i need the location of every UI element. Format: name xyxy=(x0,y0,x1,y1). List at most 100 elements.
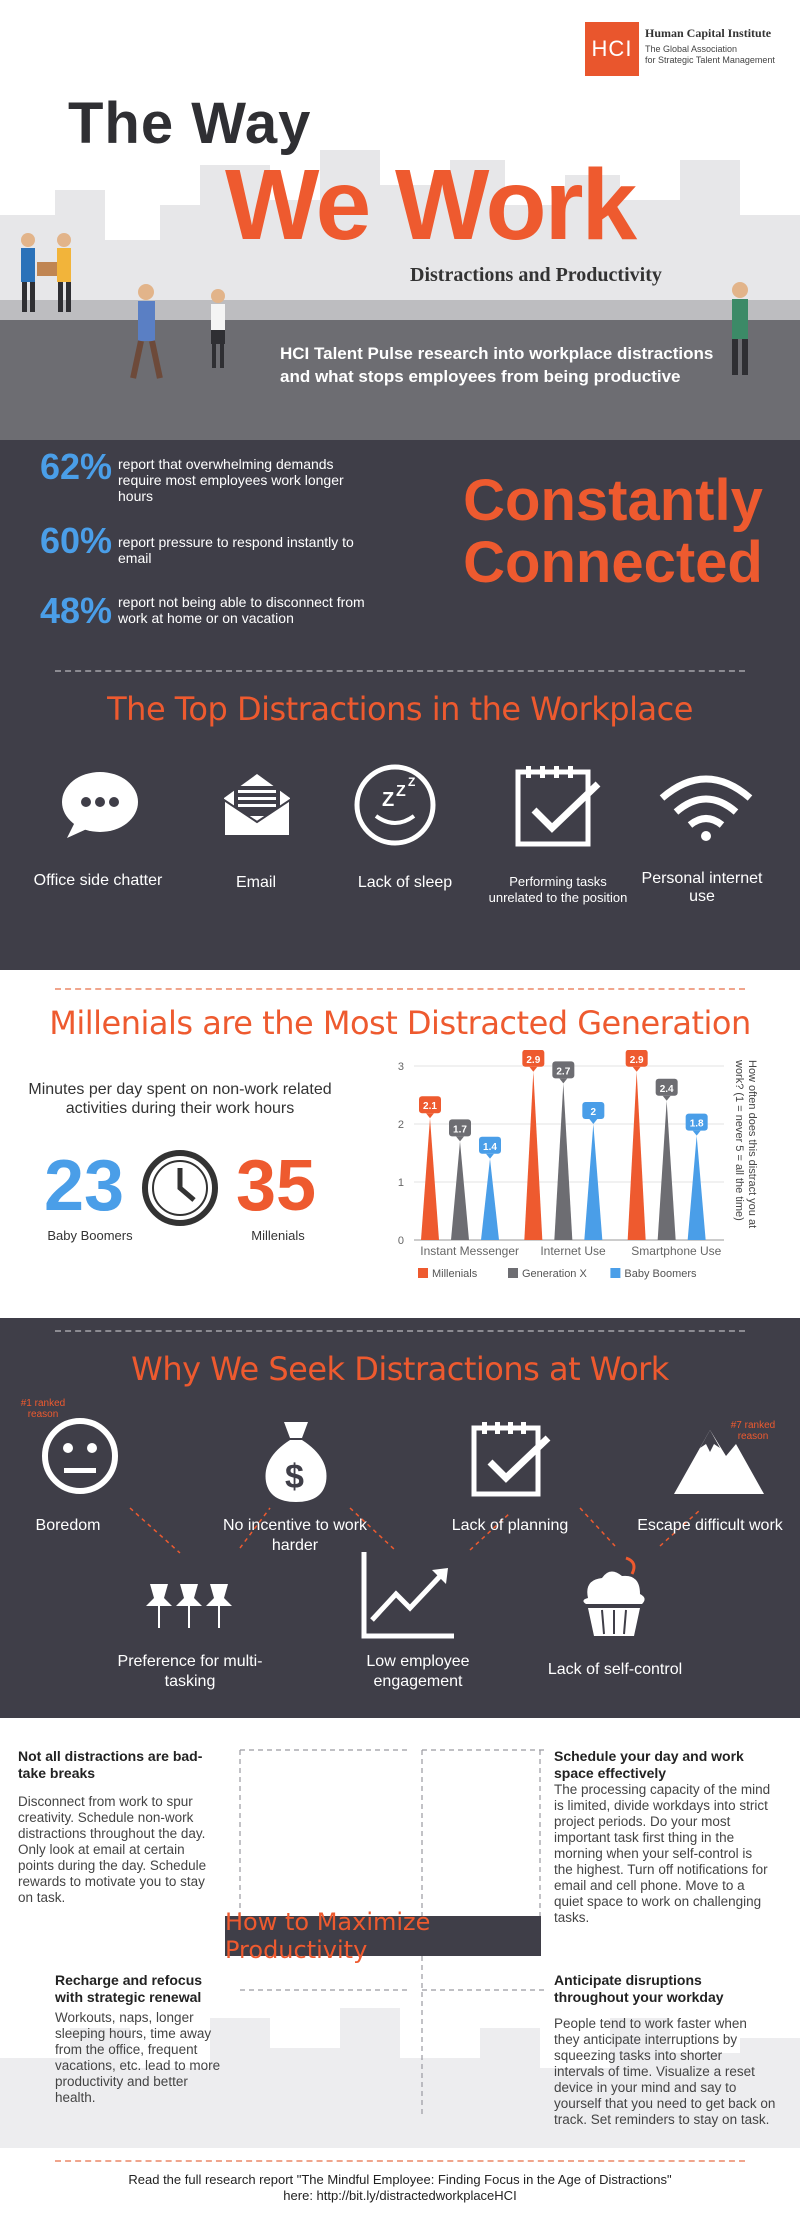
cupcake-icon xyxy=(583,1556,645,1636)
footer-text: Read the full research report "The Mindf… xyxy=(0,2172,800,2204)
distraction-label-sleep: Lack of sleep xyxy=(357,874,453,891)
logo-tagline-line1: The Global Association xyxy=(645,44,738,54)
chart-data-label-box xyxy=(625,1050,648,1067)
why-label-multitasking: Preference for multi-tasking xyxy=(117,1653,263,1690)
chart-data-label-pointer xyxy=(632,1066,641,1072)
divider xyxy=(55,988,745,990)
chart-data-label: 1.8 xyxy=(690,1119,704,1130)
chart-data-label: 2.4 xyxy=(660,1084,674,1095)
millennials-label: Millenials xyxy=(251,1228,305,1243)
minutes-caption: Minutes per day spent on non-work relate… xyxy=(28,1081,332,1117)
footer-link[interactable]: here: http://bit.ly/distractedworkplaceH… xyxy=(283,2188,517,2203)
chart-data-label-pointer xyxy=(529,1066,538,1072)
stat-pct: 60% xyxy=(40,520,113,561)
tip1-heading: Not all distractions are bad- take break… xyxy=(18,1748,203,1781)
tip4-body: People tend to work faster when they ant… xyxy=(554,2016,776,2127)
chart-bar xyxy=(657,1100,676,1240)
chart-ytick-label: 2 xyxy=(398,1119,404,1131)
clock-icon xyxy=(142,1150,218,1226)
tip2-heading: Schedule your day and work space effecti… xyxy=(554,1748,744,1781)
stat-text: report that overwhelming demands require… xyxy=(118,456,344,504)
title-line2: We Work xyxy=(225,149,637,261)
chart-data-label: 2.7 xyxy=(556,1066,570,1077)
chart-data-label-box xyxy=(419,1096,441,1114)
chart-data-label-box xyxy=(522,1050,545,1067)
footer xyxy=(0,2148,800,2216)
boomers-label: Baby Boomers xyxy=(47,1228,133,1243)
chart-ytick-label: 1 xyxy=(398,1177,404,1189)
footer-line1: Read the full research report "The Mindf… xyxy=(128,2172,672,2187)
chart-ylabel-wrap: How often does this distract you at work… xyxy=(733,1060,770,1230)
stat-text: report pressure to respond instantly to … xyxy=(118,534,354,566)
hci-logo: HCI xyxy=(585,22,639,76)
header-banner: HCI Human Capital Institute The Global A… xyxy=(0,0,800,440)
intro-text: HCI Talent Pulse research into workplace… xyxy=(280,342,740,388)
chart-bar xyxy=(627,1071,646,1240)
svg-text:Z: Z xyxy=(382,789,394,811)
chart-data-label-pointer xyxy=(692,1130,701,1136)
chart-legend-swatch xyxy=(508,1268,518,1278)
chart-data-label-box xyxy=(655,1078,678,1096)
why-label-planning: Lack of planning xyxy=(451,1517,569,1534)
chart-data-label: 2 xyxy=(591,1107,597,1118)
chart-ytick-label: 0 xyxy=(398,1235,404,1247)
tip1-body: Disconnect from work to spur creativity.… xyxy=(18,1794,207,1905)
top-distractions-title: The Top Distractions in the Workplace xyxy=(107,690,693,728)
chart-category-label: Internet Use xyxy=(540,1244,606,1258)
chart-data-label-pointer xyxy=(456,1136,464,1142)
mountain-icon xyxy=(674,1430,764,1494)
chart-data-label: 1.7 xyxy=(453,1124,467,1135)
chart-bar xyxy=(687,1135,706,1240)
chart-data-label-pointer xyxy=(559,1078,568,1084)
bored-face-icon xyxy=(42,1418,118,1494)
tip3-body: Workouts, naps, longer sleeping hours, t… xyxy=(55,2010,221,2105)
connector-lines xyxy=(129,1507,701,1554)
stat-text: report not being able to disconnect from… xyxy=(118,594,365,626)
chart-data-label-pointer xyxy=(589,1119,598,1124)
chart-legend-swatch xyxy=(610,1268,621,1278)
money-bag-icon: $ xyxy=(265,1422,327,1502)
why-section: Why We Seek Distractions at Work #1 rank… xyxy=(0,1318,800,1718)
constantly-line1: Constantly xyxy=(463,468,763,533)
svg-text:Z: Z xyxy=(408,775,415,789)
chart-bar xyxy=(554,1083,573,1240)
city-skyline-illustration xyxy=(0,150,800,440)
logo-name: Human Capital Institute xyxy=(645,26,772,40)
calendar-check-icon xyxy=(515,766,601,847)
why-label-incentive: No incentive to work harder xyxy=(222,1517,368,1554)
distraction-label-tasks: Performing tasks unrelated to the positi… xyxy=(488,874,628,905)
maximize-productivity-title: How to Maximize Productivity xyxy=(225,1908,541,1964)
pushpins-icon xyxy=(146,1584,232,1628)
chart-legend-swatch xyxy=(418,1268,428,1278)
chart-category-label: Smartphone Use xyxy=(631,1244,721,1258)
chart-bar xyxy=(481,1158,499,1240)
title-subtitle: Distractions and Productivity xyxy=(410,264,662,286)
chart-data-label-box xyxy=(685,1113,708,1131)
chart-data-label: 1.4 xyxy=(483,1142,497,1153)
tip-connector-lines xyxy=(239,1749,545,2118)
envelope-icon xyxy=(223,774,291,837)
connected-section: 62% report that overwhelming demands req… xyxy=(0,440,800,970)
chart-data-label-box xyxy=(552,1061,575,1079)
chat-bubble-icon xyxy=(62,772,138,838)
tip4-heading: Anticipate disruptions throughout your w… xyxy=(554,1972,724,2005)
logo-tagline: The Global Association for Strategic Tal… xyxy=(645,44,785,66)
chart-data-label-box xyxy=(582,1102,605,1119)
wifi-icon xyxy=(659,775,753,841)
intro-line1: HCI Talent Pulse research into workplace… xyxy=(280,344,714,363)
chart-ytick-label: 3 xyxy=(398,1061,404,1073)
tip2-body: The processing capacity of the mind is l… xyxy=(554,1782,771,1925)
rank7-note: #7 ranked reason xyxy=(730,1420,776,1442)
chart-bar xyxy=(584,1124,603,1240)
chart-category-label: Instant Messenger xyxy=(420,1244,519,1258)
why-label-escape: Escape difficult work xyxy=(637,1517,783,1534)
svg-text:$: $ xyxy=(285,1458,304,1496)
distraction-label-chatter: Office side chatter xyxy=(33,872,163,889)
chart-data-label: 2.9 xyxy=(630,1055,644,1066)
divider xyxy=(55,670,745,672)
skyline-backdrop xyxy=(0,2008,800,2148)
chart-ylabel: How often does this distract you at work… xyxy=(733,1060,758,1229)
planning-calendar-icon xyxy=(471,1422,551,1497)
chart-data-label-box xyxy=(449,1119,471,1137)
why-title: Why We Seek Distractions at Work xyxy=(131,1350,669,1388)
